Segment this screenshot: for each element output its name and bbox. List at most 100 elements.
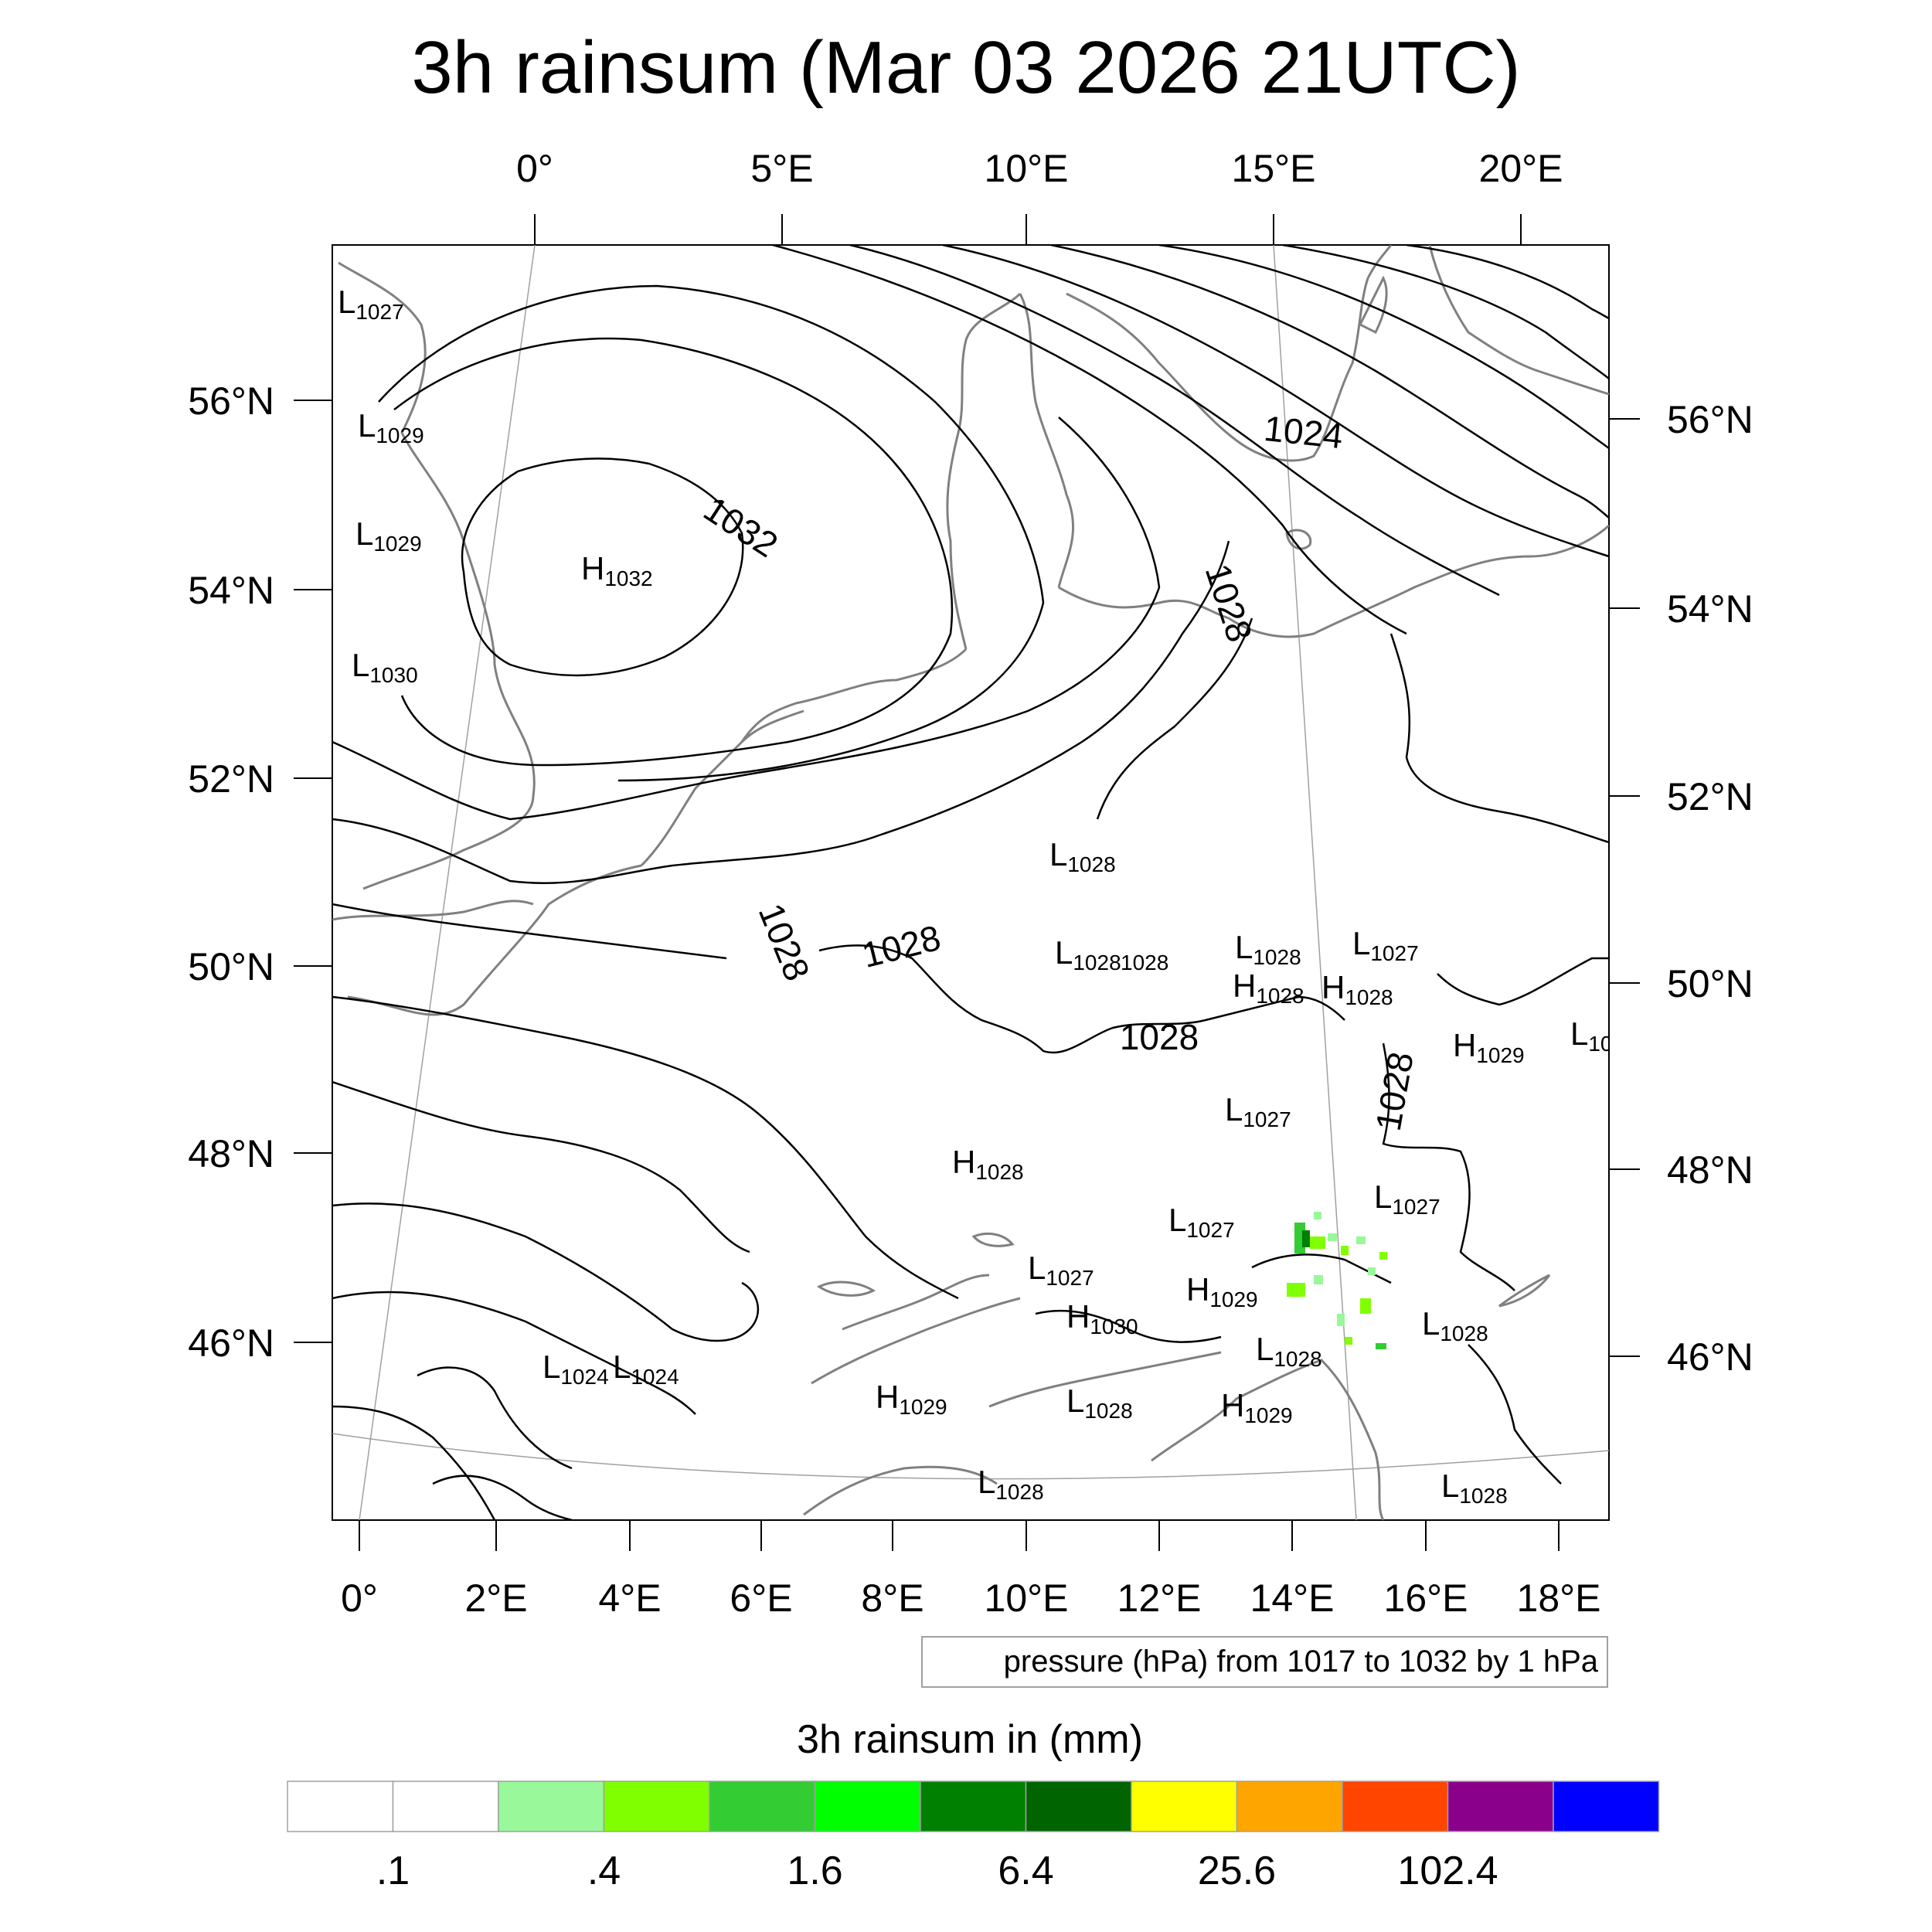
pressure-center: L1028 bbox=[1256, 1331, 1322, 1371]
isobar-1028-b bbox=[332, 903, 727, 960]
lake-constance bbox=[971, 1232, 1015, 1247]
coast-ligurian bbox=[803, 1465, 998, 1516]
colorbar-title: 3h rainsum in (mm) bbox=[797, 1717, 1143, 1762]
top-lon-label: 5°E bbox=[750, 147, 813, 190]
isobars bbox=[332, 245, 1609, 1520]
rain-cell-12 bbox=[1379, 1252, 1387, 1260]
rain-cell-7 bbox=[1287, 1283, 1305, 1297]
colorbar-swatch bbox=[814, 1781, 921, 1832]
colorbar-swatch bbox=[1553, 1781, 1660, 1832]
isobar-1023 bbox=[332, 1405, 496, 1520]
bottom-lon-label: 16°E bbox=[1384, 1577, 1468, 1620]
bottom-lon-label: 18°E bbox=[1517, 1577, 1601, 1620]
colorbar-swatch bbox=[1025, 1781, 1132, 1832]
colorbar-swatch bbox=[1131, 1781, 1238, 1832]
pressure-center: L1024 bbox=[543, 1349, 609, 1389]
pressure-center: L1027 bbox=[1225, 1091, 1291, 1131]
coast-adriatic bbox=[1151, 1359, 1385, 1520]
graticule bbox=[332, 245, 1609, 1520]
pressure-center: L1028 bbox=[1441, 1468, 1508, 1508]
top-longitude-labels: 0° 5°E 10°E 15°E 20°E bbox=[516, 147, 1563, 190]
colorbar-swatch bbox=[392, 1781, 499, 1832]
coast-baltic-east bbox=[1428, 245, 1609, 396]
coast-benelux bbox=[640, 709, 804, 867]
top-lon-label: 10°E bbox=[985, 147, 1069, 190]
pressure-center: L1024 bbox=[613, 1349, 679, 1389]
meridian-15e bbox=[1273, 245, 1357, 1520]
left-lat-label: 52°N bbox=[188, 757, 274, 801]
right-lat-label: 54°N bbox=[1667, 587, 1753, 631]
top-lon-label: 15°E bbox=[1232, 147, 1316, 190]
pressure-center: L1029 bbox=[358, 407, 424, 447]
isobar-south-2 bbox=[432, 1475, 573, 1520]
colorbar-swatch bbox=[1236, 1781, 1343, 1832]
bottom-lon-label: 10°E bbox=[985, 1577, 1069, 1620]
colorbar-label: 102.4 bbox=[1397, 1849, 1498, 1893]
pressure-center: H1030 bbox=[1066, 1298, 1138, 1338]
colorbar-swatch bbox=[603, 1781, 710, 1832]
rain-cell-9 bbox=[1360, 1298, 1371, 1314]
colorbar-label: 1.6 bbox=[787, 1849, 842, 1893]
coast-denmark-east bbox=[1019, 293, 1075, 588]
right-lat-label: 48°N bbox=[1667, 1148, 1753, 1192]
pressure-center: L1028 bbox=[1235, 929, 1301, 969]
rain-cell-4 bbox=[1328, 1233, 1337, 1241]
pressure-center: H1028 bbox=[952, 1144, 1024, 1184]
axis-ticks bbox=[294, 214, 1640, 1551]
left-lat-label: 50°N bbox=[188, 945, 274, 988]
isobar-1028-a bbox=[332, 540, 1230, 884]
coast-bornholm bbox=[1285, 529, 1312, 550]
right-lat-label: 46°N bbox=[1667, 1335, 1753, 1379]
coast-denmark-west bbox=[946, 292, 1022, 650]
isobar-east-5 bbox=[1468, 1344, 1562, 1485]
rainfall-cells bbox=[1287, 1212, 1387, 1349]
colorbar-label: 25.6 bbox=[1198, 1849, 1276, 1893]
isobar-1027-a bbox=[332, 995, 959, 1300]
isobar-alps-1 bbox=[1035, 1309, 1222, 1343]
bottom-lon-label: 8°E bbox=[861, 1577, 923, 1620]
rain-cell-2 bbox=[1302, 1230, 1310, 1247]
left-lat-label: 56°N bbox=[188, 379, 274, 423]
pressure-center: L1027 bbox=[1352, 925, 1419, 965]
parallel-45n bbox=[332, 1433, 1609, 1480]
pressure-center: L1030 bbox=[352, 647, 418, 687]
pressure-center: L1027 bbox=[1168, 1202, 1235, 1242]
top-lon-label: 20°E bbox=[1479, 147, 1563, 190]
pressure-center: L1028 bbox=[1422, 1305, 1488, 1345]
pressure-center: L1028 bbox=[1055, 934, 1121, 975]
bottom-lon-label: 4°E bbox=[598, 1577, 661, 1620]
left-lat-label: 46°N bbox=[188, 1321, 274, 1365]
right-latitude-labels: 56°N 54°N 52°N 50°N 48°N 46°N bbox=[1667, 398, 1753, 1379]
bottom-lon-label: 0° bbox=[341, 1577, 378, 1620]
pressure-center: H1028 bbox=[1233, 968, 1304, 1008]
coast-gotland bbox=[1358, 275, 1388, 335]
isobar-east-3 bbox=[1437, 957, 1609, 1006]
isobar-1028-wiggle bbox=[818, 944, 1345, 1054]
rain-cell-10 bbox=[1337, 1314, 1345, 1326]
isobar-ne-5 bbox=[1158, 245, 1609, 450]
pressure-note-box: pressure (hPa) from 1017 to 1032 by 1 hP… bbox=[921, 1636, 1608, 1688]
isobar-ne-1 bbox=[772, 245, 1407, 635]
isobar-ne-4 bbox=[1050, 245, 1609, 519]
map-panel: 1032 1024 1028 1028 1028 1028 1028 L1027… bbox=[332, 244, 1610, 1521]
rain-cell-11 bbox=[1368, 1267, 1376, 1275]
bottom-lon-label: 14°E bbox=[1250, 1577, 1335, 1620]
right-lat-label: 50°N bbox=[1667, 962, 1753, 1005]
isobar-1026 bbox=[332, 1080, 750, 1253]
isobar-south-1 bbox=[417, 1366, 573, 1470]
pressure-center: L1028 bbox=[978, 1464, 1044, 1504]
isobar-1030 bbox=[378, 284, 1045, 782]
bottom-longitude-labels: 0° 2°E 4°E 6°E 8°E 10°E 12°E 14°E 16°E 1… bbox=[341, 1577, 1600, 1620]
pressure-center: H1029 bbox=[1221, 1387, 1293, 1427]
right-lat-label: 52°N bbox=[1667, 775, 1753, 818]
coast-germany-baltic bbox=[1058, 524, 1609, 638]
coast-netherlands-germany bbox=[740, 648, 968, 743]
pressure-center: H1028 bbox=[1321, 969, 1393, 1009]
isobar-ne-3 bbox=[942, 245, 1609, 558]
pressure-center: L1028 bbox=[1066, 1383, 1133, 1423]
bottom-lon-label: 12°E bbox=[1117, 1577, 1202, 1620]
rain-cell-15 bbox=[1314, 1212, 1321, 1219]
rain-cell-3 bbox=[1310, 1236, 1325, 1249]
coast-france-north bbox=[347, 864, 642, 1016]
